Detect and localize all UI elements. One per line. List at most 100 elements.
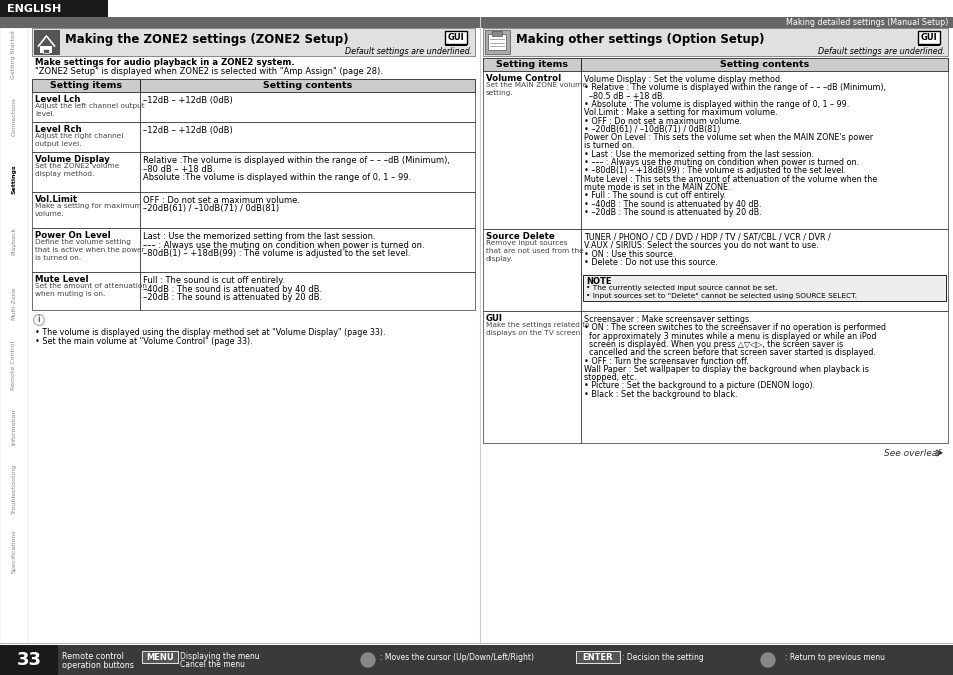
Text: MENU: MENU [146, 653, 173, 662]
Bar [580, 58, 947, 71]
Text: Information: Information [11, 409, 16, 446]
Text: Playback: Playback [11, 227, 16, 255]
Bar [44, 49, 50, 53]
Bar [492, 31, 501, 36]
Text: Source Delete: Source Delete [485, 232, 554, 241]
Bar [582, 275, 945, 301]
Bar [0, 28, 28, 648]
Text: ENTER: ENTER [582, 653, 613, 662]
Text: Connections: Connections [11, 97, 16, 136]
Text: for approximately 3 minutes while a menu is displayed or while an iPod: for approximately 3 minutes while a menu… [583, 331, 876, 341]
Text: 33: 33 [16, 651, 42, 669]
Text: Vol.Limit : Make a setting for maximum volume.: Vol.Limit : Make a setting for maximum v… [583, 108, 777, 117]
Text: Settings: Settings [11, 164, 16, 194]
Text: • –40dB : The sound is attenuated by 40 dB.: • –40dB : The sound is attenuated by 40 … [583, 200, 760, 209]
Text: Adjust the right channel: Adjust the right channel [35, 133, 123, 139]
Text: : Moves the cursor (Up/Down/Left/Right): : Moves the cursor (Up/Down/Left/Right) [379, 653, 534, 662]
Text: • Picture : Set the background to a picture (DENON logo).: • Picture : Set the background to a pict… [583, 381, 814, 390]
Text: • –20dB(61) / –10dB(71) / 0dB(81): • –20dB(61) / –10dB(71) / 0dB(81) [583, 125, 720, 134]
Text: level.: level. [35, 111, 55, 117]
Text: cancelled and the screen before that screen saver started is displayed.: cancelled and the screen before that scr… [583, 348, 875, 357]
Text: Multi-Zone: Multi-Zone [11, 286, 16, 320]
Text: Screensaver : Make screensaver settings.: Screensaver : Make screensaver settings. [583, 315, 751, 324]
Bar [32, 79, 140, 92]
Text: Level Rch: Level Rch [35, 125, 82, 134]
Text: Level Lch: Level Lch [35, 95, 80, 104]
Text: Mute Level: Mute Level [35, 275, 89, 284]
Text: –80.5 dB – +18 dB.: –80.5 dB – +18 dB. [583, 92, 664, 101]
Bar [140, 272, 475, 310]
Bar [576, 651, 619, 663]
Text: display.: display. [485, 256, 513, 262]
Text: that are not used from the: that are not used from the [485, 248, 583, 254]
Text: • Full : The sound is cut off entirely.: • Full : The sound is cut off entirely. [583, 191, 725, 200]
Text: Making the ZONE2 settings (ZONE2 Setup): Making the ZONE2 settings (ZONE2 Setup) [65, 33, 348, 46]
Bar [142, 651, 178, 663]
Bar [140, 152, 475, 192]
Bar [32, 28, 475, 56]
Bar [40, 46, 52, 53]
Text: : Decision the setting: : Decision the setting [621, 653, 703, 662]
Text: is turned on.: is turned on. [35, 255, 81, 261]
Text: Displaying the menu: Displaying the menu [180, 652, 259, 661]
Text: Volume Display : Set the volume display method.: Volume Display : Set the volume display … [583, 75, 781, 84]
Text: Making detailed settings (Manual Setup): Making detailed settings (Manual Setup) [785, 18, 947, 27]
Text: i: i [38, 315, 40, 325]
Text: Define the volume setting: Define the volume setting [35, 239, 131, 245]
Text: Set the ZONE2 volume: Set the ZONE2 volume [35, 163, 119, 169]
Bar [140, 122, 475, 152]
Text: Adjust the left channel output: Adjust the left channel output [35, 103, 145, 109]
Bar [34, 30, 59, 54]
Text: Power On Level: Power On Level [35, 231, 111, 240]
Text: • –20dB : The sound is attenuated by 20 dB.: • –20dB : The sound is attenuated by 20 … [583, 208, 760, 217]
Bar [488, 34, 505, 50]
Text: • Set the main volume at "Volume Control" (page 33).: • Set the main volume at "Volume Control… [35, 337, 253, 346]
Bar [482, 311, 580, 443]
Text: Make a setting for maximum: Make a setting for maximum [35, 203, 141, 209]
Text: • Absolute : The volume is displayed within the range of 0, 1 – 99.: • Absolute : The volume is displayed wit… [583, 100, 848, 109]
Text: • Black : Set the background to black.: • Black : Set the background to black. [583, 389, 737, 399]
Text: ––– : Always use the muting on condition when power is turned on.: ––– : Always use the muting on condition… [143, 240, 424, 250]
Bar [0, 17, 953, 28]
Text: –20dB : The sound is attenuated by 20 dB.: –20dB : The sound is attenuated by 20 dB… [143, 293, 322, 302]
Text: Relative :The volume is displayed within the range of – – –dB (Minimum),: Relative :The volume is displayed within… [143, 156, 450, 165]
Bar [140, 192, 475, 228]
Text: volume.: volume. [35, 211, 65, 217]
Text: OFF : Do not set a maximum volume.: OFF : Do not set a maximum volume. [143, 196, 299, 205]
Bar [444, 44, 467, 45]
Text: –40dB : The sound is attenuated by 40 dB.: –40dB : The sound is attenuated by 40 dB… [143, 284, 322, 294]
Text: GUI: GUI [447, 33, 464, 42]
Text: Mute Level : This sets the amount of attenuation of the volume when the: Mute Level : This sets the amount of att… [583, 175, 877, 184]
Text: is turned on.: is turned on. [583, 141, 634, 151]
Text: ENGLISH: ENGLISH [7, 3, 61, 14]
Text: • ON : Use this source.: • ON : Use this source. [583, 250, 675, 259]
Text: • OFF : Do not set a maximum volume.: • OFF : Do not set a maximum volume. [583, 117, 741, 126]
Text: Set the MAIN ZONE volume: Set the MAIN ZONE volume [485, 82, 586, 88]
Text: –20dB(61) / –10dB(71) / 0dB(81): –20dB(61) / –10dB(71) / 0dB(81) [143, 205, 279, 213]
Bar [482, 28, 947, 56]
Bar [140, 228, 475, 272]
Text: Setting contents: Setting contents [263, 81, 352, 90]
Bar [482, 229, 580, 311]
Text: • –80dB(1) – +18dB(99) : The volume is adjusted to the set level.: • –80dB(1) – +18dB(99) : The volume is a… [583, 166, 845, 176]
Bar [580, 229, 947, 311]
Text: GUI: GUI [485, 314, 502, 323]
Text: Make the settings related to: Make the settings related to [485, 322, 589, 328]
Bar [444, 31, 467, 44]
Bar [32, 192, 140, 228]
Text: –80dB(1) – +18dB(99) : The volume is adjusted to the set level.: –80dB(1) – +18dB(99) : The volume is adj… [143, 249, 410, 258]
Text: –12dB – +12dB (0dB): –12dB – +12dB (0dB) [143, 96, 233, 105]
Bar [0, 645, 953, 675]
Text: –80 dB – +18 dB.: –80 dB – +18 dB. [143, 165, 215, 173]
Text: Setting contents: Setting contents [720, 60, 808, 69]
Text: Setting items: Setting items [50, 81, 122, 90]
Bar [482, 58, 580, 71]
Text: GUI: GUI [920, 33, 937, 42]
Text: screen is displayed. When you press △▽◁▷, the screen saver is: screen is displayed. When you press △▽◁▷… [583, 340, 842, 349]
Text: Getting Started: Getting Started [11, 30, 16, 80]
Text: Full : The sound is cut off entirely.: Full : The sound is cut off entirely. [143, 276, 284, 285]
Text: Default settings are underlined.: Default settings are underlined. [344, 47, 472, 56]
Text: See overleaf: See overleaf [882, 449, 939, 458]
Bar [0, 645, 58, 675]
Text: Absolute :The volume is displayed within the range of 0, 1 – 99.: Absolute :The volume is displayed within… [143, 173, 411, 182]
